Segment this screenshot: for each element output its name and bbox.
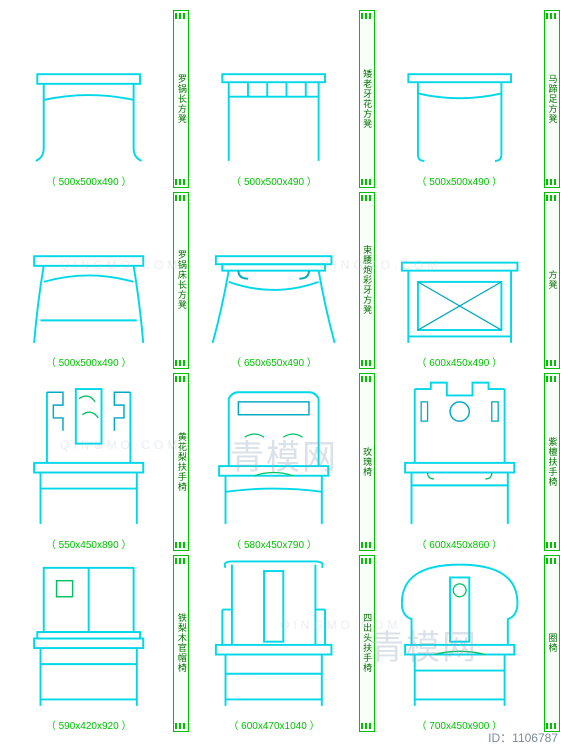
furniture-drawing — [193, 10, 354, 171]
furniture-name: 矮老牙花方凳 — [362, 69, 371, 129]
dimension-label: （ 600x470x1040 ） — [228, 717, 319, 732]
drawing-wrap: （ 600x470x1040 ） — [193, 555, 354, 733]
furniture-name: 四出头扶手椅 — [362, 613, 371, 673]
furniture-name: 玫瑰椅 — [362, 447, 371, 477]
furniture-cell: （ 500x500x490 ） 马蹄足方凳 — [379, 10, 560, 188]
furniture-drawing — [193, 192, 354, 353]
furniture-drawing — [8, 192, 169, 353]
dimension-label: （ 600x450x860 ） — [417, 536, 503, 551]
drawing-wrap: （ 590x420x920 ） — [8, 555, 169, 733]
furniture-drawing — [8, 373, 169, 534]
name-label-strip: 玫瑰椅 — [359, 373, 375, 551]
furniture-cell: （ 590x420x920 ） 铁梨木官帽椅 — [8, 555, 189, 733]
furniture-drawing — [8, 10, 169, 171]
name-label-strip: 铁梨木官帽椅 — [173, 555, 189, 733]
furniture-cell: （ 700x450x900 ） 圈椅 — [379, 555, 560, 733]
dimension-label: （ 550x450x890 ） — [46, 536, 132, 551]
furniture-cell: （ 500x500x490 ） 矮老牙花方凳 — [193, 10, 374, 188]
dimension-label: （ 600x450x490 ） — [417, 354, 503, 369]
dimension-label: （ 590x420x920 ） — [46, 717, 132, 732]
drawing-wrap: （ 500x500x490 ） — [193, 10, 354, 188]
furniture-cell: （ 550x450x890 ） 黄花梨扶手椅 — [8, 373, 189, 551]
furniture-cell: （ 650x650x490 ） 束腰炮彩牙方凳 — [193, 192, 374, 370]
drawing-wrap: （ 550x450x890 ） — [8, 373, 169, 551]
furniture-cell: （ 500x500x490 ） 罗锅长方凳 — [8, 10, 189, 188]
dimension-label: （ 500x500x490 ） — [46, 354, 132, 369]
furniture-grid: （ 500x500x490 ） 罗锅长方凳 （ 500x500x490 ） 矮老… — [0, 0, 568, 750]
furniture-name: 紫檀扶手椅 — [547, 437, 556, 487]
furniture-name: 罗锅长方凳 — [177, 74, 186, 124]
furniture-drawing — [193, 555, 354, 716]
drawing-wrap: （ 580x450x790 ） — [193, 373, 354, 551]
furniture-drawing — [379, 373, 540, 534]
furniture-drawing — [8, 555, 169, 716]
furniture-drawing — [379, 555, 540, 716]
furniture-drawing — [379, 10, 540, 171]
name-label-strip: 紫檀扶手椅 — [544, 373, 560, 551]
drawing-wrap: （ 500x500x490 ） — [379, 10, 540, 188]
dimension-label: （ 580x450x790 ） — [231, 536, 317, 551]
drawing-wrap: （ 700x450x900 ） — [379, 555, 540, 733]
drawing-wrap: （ 600x450x860 ） — [379, 373, 540, 551]
furniture-cell: （ 600x450x860 ） 紫檀扶手椅 — [379, 373, 560, 551]
dimension-label: （ 650x650x490 ） — [231, 354, 317, 369]
name-label-strip: 四出头扶手椅 — [359, 555, 375, 733]
name-label-strip: 束腰炮彩牙方凳 — [359, 192, 375, 370]
furniture-name: 圈椅 — [547, 633, 556, 653]
dimension-label: （ 500x500x490 ） — [231, 173, 317, 188]
furniture-name: 马蹄足方凳 — [547, 74, 556, 124]
name-label-strip: 矮老牙花方凳 — [359, 10, 375, 188]
furniture-name: 罗锅床长方凳 — [177, 250, 186, 310]
name-label-strip: 罗锅长方凳 — [173, 10, 189, 188]
drawing-wrap: （ 600x450x490 ） — [379, 192, 540, 370]
furniture-cell: （ 600x450x490 ） 方凳 — [379, 192, 560, 370]
name-label-strip: 黄花梨扶手椅 — [173, 373, 189, 551]
image-id: ID：1106787 — [488, 729, 558, 746]
drawing-wrap: （ 500x500x490 ） — [8, 192, 169, 370]
furniture-cell: （ 600x470x1040 ） 四出头扶手椅 — [193, 555, 374, 733]
furniture-name: 铁梨木官帽椅 — [177, 613, 186, 673]
furniture-name: 方凳 — [547, 270, 556, 290]
furniture-cell: （ 500x500x490 ） 罗锅床长方凳 — [8, 192, 189, 370]
name-label-strip: 马蹄足方凳 — [544, 10, 560, 188]
name-label-strip: 圈椅 — [544, 555, 560, 733]
furniture-cell: （ 580x450x790 ） 玫瑰椅 — [193, 373, 374, 551]
furniture-drawing — [193, 373, 354, 534]
name-label-strip: 罗锅床长方凳 — [173, 192, 189, 370]
furniture-name: 束腰炮彩牙方凳 — [362, 245, 371, 315]
furniture-drawing — [379, 192, 540, 353]
dimension-label: （ 500x500x490 ） — [46, 173, 132, 188]
furniture-name: 黄花梨扶手椅 — [177, 432, 186, 492]
drawing-wrap: （ 500x500x490 ） — [8, 10, 169, 188]
dimension-label: （ 500x500x490 ） — [417, 173, 503, 188]
name-label-strip: 方凳 — [544, 192, 560, 370]
drawing-wrap: （ 650x650x490 ） — [193, 192, 354, 370]
